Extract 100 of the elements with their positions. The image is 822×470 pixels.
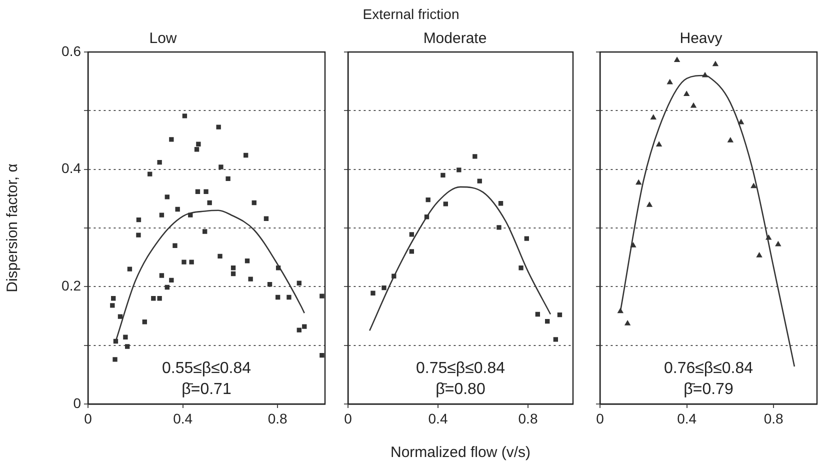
point <box>175 206 180 212</box>
chart-subtitle: Heavy <box>680 30 723 48</box>
point <box>667 79 673 84</box>
point <box>276 294 280 300</box>
point <box>230 266 236 270</box>
x-tick-label: 0.4 <box>428 410 448 426</box>
point <box>409 249 414 254</box>
chart-title: External friction <box>362 6 460 22</box>
point <box>188 212 193 218</box>
point <box>392 274 396 278</box>
point <box>518 266 524 270</box>
point <box>226 176 230 182</box>
y-tick-label: 0.2 <box>62 278 82 294</box>
point <box>684 91 690 96</box>
point <box>286 294 292 300</box>
point <box>244 258 250 264</box>
annotation: β̄=0.80 <box>436 381 486 398</box>
point <box>472 154 478 159</box>
point <box>712 61 718 66</box>
point <box>674 57 680 62</box>
point <box>157 296 162 301</box>
point <box>189 260 194 264</box>
point <box>702 72 708 78</box>
point <box>728 137 734 142</box>
annotation: β̄=0.71 <box>182 381 232 398</box>
point <box>195 189 200 194</box>
point <box>142 320 147 324</box>
point <box>370 290 376 296</box>
chart-subtitle: Low <box>149 30 177 48</box>
point <box>456 168 462 172</box>
point <box>524 236 529 241</box>
point <box>535 312 540 317</box>
point <box>646 202 652 207</box>
point <box>252 200 256 206</box>
point <box>169 137 174 142</box>
x-tick-label: 0.4 <box>677 410 697 426</box>
point <box>750 183 756 188</box>
x-tick-label: 0.8 <box>518 410 538 426</box>
point <box>636 180 642 185</box>
point <box>302 324 307 329</box>
point <box>151 296 156 301</box>
point <box>136 217 142 222</box>
point <box>545 318 550 324</box>
y-tick-label: 0.4 <box>62 160 82 176</box>
point <box>111 296 116 301</box>
point <box>276 266 281 270</box>
y-tick-label: 0 <box>73 394 82 411</box>
point <box>123 334 128 340</box>
point <box>775 241 781 246</box>
point <box>112 357 118 362</box>
point <box>202 229 208 234</box>
point <box>496 225 502 230</box>
annotation: 0.55≤β≤0.84 <box>162 360 252 377</box>
point <box>136 232 141 238</box>
x-tick-label: 0 <box>344 410 352 426</box>
point <box>382 286 386 290</box>
point <box>618 308 624 314</box>
point <box>127 266 132 272</box>
point <box>169 278 174 283</box>
point <box>630 242 636 248</box>
x-axis-title: Normalized flow (v/s) <box>390 444 531 462</box>
point <box>216 124 221 130</box>
point <box>738 119 744 124</box>
point <box>426 198 430 202</box>
point <box>204 189 208 194</box>
point <box>172 243 178 248</box>
point <box>218 254 222 258</box>
point <box>557 312 562 318</box>
point <box>182 114 188 118</box>
point <box>267 282 272 287</box>
point <box>182 260 186 264</box>
point <box>690 102 696 108</box>
point <box>296 280 302 286</box>
x-tick-label: 0.8 <box>268 410 288 426</box>
point <box>159 273 164 278</box>
point <box>656 142 662 146</box>
point <box>650 114 656 120</box>
point <box>118 314 123 319</box>
point <box>110 303 115 308</box>
point <box>196 142 201 146</box>
point <box>164 194 170 200</box>
point <box>164 284 170 290</box>
point <box>409 232 414 237</box>
point <box>320 352 324 358</box>
point <box>320 294 324 298</box>
x-tick-label: 0.4 <box>173 410 193 426</box>
point <box>296 328 302 332</box>
point <box>248 276 253 282</box>
point <box>553 337 558 342</box>
point <box>125 344 130 349</box>
point <box>230 271 236 276</box>
x-tick-label: 0.8 <box>764 410 784 426</box>
point <box>443 202 448 206</box>
x-tick-label: 0 <box>596 410 604 426</box>
point <box>264 216 269 221</box>
point <box>624 320 630 326</box>
chart-subtitle: Moderate <box>423 30 487 48</box>
point <box>207 200 212 206</box>
point <box>766 234 772 240</box>
y-axis-title: Dispersion factor, α <box>4 163 22 292</box>
